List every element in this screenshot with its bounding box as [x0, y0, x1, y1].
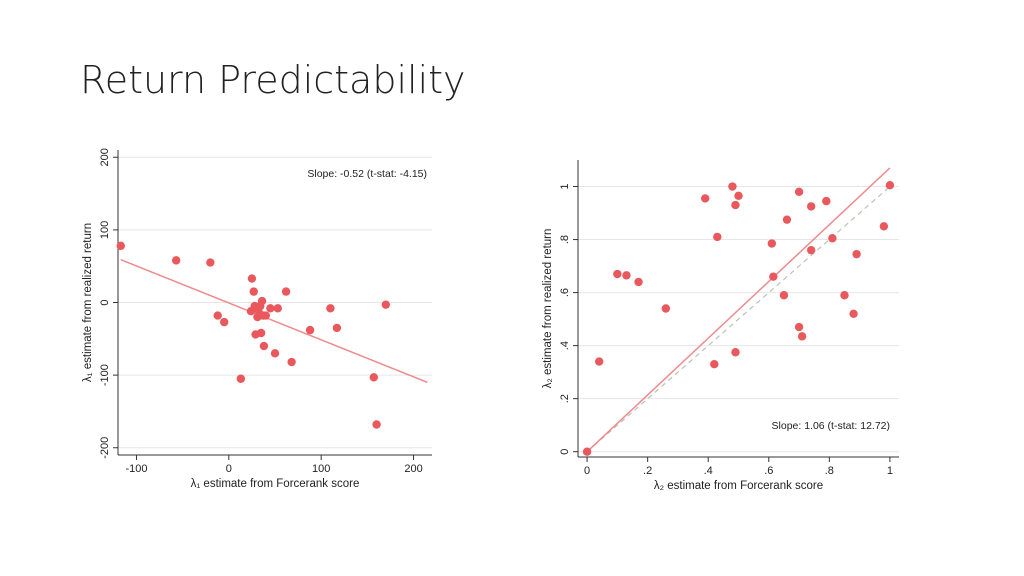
- chart2-x-tick-label-1: .2: [643, 465, 652, 477]
- chart1-data-point-19: [261, 311, 270, 320]
- chart1-y-tick-label-0: -200: [99, 437, 111, 459]
- chart2-data-point-5: [661, 304, 671, 313]
- chart1-data-point-8: [249, 287, 258, 296]
- chart2-data-point-21: [806, 245, 816, 255]
- chart2-x-tick-label-2: .4: [704, 465, 713, 477]
- chart1-data-point-7: [247, 274, 257, 283]
- chart1-data-point-21: [270, 349, 280, 358]
- chart2-y-tick-label-5: 1: [559, 183, 571, 189]
- chart2-data-point-23: [828, 234, 837, 243]
- chart1-data-point-22: [273, 304, 282, 313]
- chart1-y-tick-label-1: -100: [99, 364, 111, 386]
- chart2-annotation: Slope: 1.06 (t-stat: 12.72): [772, 420, 890, 432]
- chart2-data-point-9: [728, 182, 737, 191]
- chart2-data-point-14: [769, 272, 778, 281]
- chart2-data-point-28: [885, 180, 895, 190]
- chart2-data-point-4: [634, 277, 643, 287]
- chart2-data-point-8: [713, 232, 722, 242]
- chart2-data-point-18: [794, 322, 804, 332]
- chart2-data-point-0: [582, 447, 592, 456]
- chart2-data-point-20: [806, 202, 816, 211]
- chart2-data-point-26: [852, 249, 861, 259]
- chart1-data-point-27: [332, 323, 342, 333]
- chart1-data-point-4: [220, 317, 229, 327]
- slide-title: Return Predictability: [80, 58, 466, 102]
- chart2-x-tick-label-0: 0: [584, 465, 590, 477]
- chart1-x-tick-label-3: 200: [404, 463, 422, 475]
- chart2-x-tick-label-3: .6: [764, 465, 773, 477]
- chart1-data-point-30: [381, 300, 391, 309]
- chart1-data-point-0: [116, 241, 125, 251]
- chart2-data-point-11: [731, 348, 740, 357]
- chart2-data-point-19: [797, 332, 807, 341]
- chart2-data-point-27: [879, 222, 889, 231]
- chart1-fit-line: [120, 258, 428, 384]
- chart1-data-point-3: [213, 311, 222, 320]
- chart-svg-left: -100 0 100 200 -200 -100 0 100 200 λ₁ estimate fr…: [82, 148, 432, 490]
- chart2-y-tick-label-3: .6: [559, 288, 571, 297]
- chart1-x-tick-label-1: 0: [226, 463, 232, 475]
- chart2-x-tick-label-5: 1: [887, 465, 893, 477]
- chart2-y-tick-label-2: .4: [559, 341, 571, 350]
- chart1-data-point-15: [256, 328, 266, 338]
- chart1-data-point-1: [171, 256, 181, 265]
- chart1-data-point-24: [287, 357, 296, 367]
- chart1-x-tick-label-2: 100: [312, 463, 330, 475]
- chart2-y-tick-label-1: .2: [559, 394, 571, 403]
- chart2-data-point-24: [840, 291, 849, 300]
- chart1-x-tick-label-0: -100: [125, 463, 147, 475]
- scatter-chart-lambda1: -100 0 100 200 -200 -100 0 100 200 λ₁ estimate fr…: [72, 140, 442, 505]
- chart1-annotation: Slope: -0.52 (t-stat: -4.15): [307, 168, 427, 180]
- chart1-data-point-5: [236, 374, 246, 383]
- chart1-data-point-20: [266, 304, 275, 313]
- scatter-chart-lambda2: 0 .2 .4 .6 .8 1 0 .2 .4 .6 .8 1 λ₂ estimate from For…: [533, 150, 913, 515]
- chart1-data-point-29: [372, 420, 381, 429]
- chart1-data-point-2: [206, 258, 215, 267]
- chart2-data-point-6: [700, 194, 710, 203]
- chart2-data-point-3: [622, 271, 631, 280]
- chart1-data-point-23: [281, 287, 291, 296]
- chart2-x-axis-title: λ₂ estimate from Forcerank score: [654, 480, 823, 492]
- chart1-data-point-28: [369, 373, 379, 382]
- chart1-y-axis-title: λ₁ estimate from realized return: [82, 223, 94, 382]
- chart2-data-point-2: [613, 269, 622, 279]
- chart2-y-tick-label-4: .8: [559, 235, 571, 244]
- chart2-data-point-25: [849, 309, 858, 319]
- chart2-fit-line: [586, 167, 891, 453]
- chart2-data-point-7: [710, 359, 719, 369]
- chart2-diagonal-line: [586, 186, 891, 453]
- chart1-x-axis-title: λ₁ estimate from Forcerank score: [191, 478, 360, 490]
- chart1-y-tick-label-2: 0: [99, 299, 111, 305]
- chart1-data-point-18: [259, 341, 269, 351]
- chart2-data-point-17: [794, 187, 804, 197]
- chart2-data-point-1: [594, 357, 604, 366]
- chart1-y-tick-label-4: 200: [99, 148, 111, 166]
- chart2-data-point-22: [822, 196, 831, 206]
- chart2-data-point-13: [767, 239, 777, 248]
- chart2-data-point-15: [779, 291, 789, 300]
- chart1-data-point-26: [326, 304, 335, 313]
- chart2-data-point-16: [782, 215, 792, 224]
- chart1-data-point-25: [305, 325, 315, 335]
- chart2-data-point-10: [731, 200, 740, 210]
- chart2-y-tick-label-0: 0: [559, 449, 571, 455]
- chart-svg-right: 0 .2 .4 .6 .8 1 0 .2 .4 .6 .8 1 λ₂ estimate from For…: [542, 160, 899, 492]
- chart2-x-tick-label-4: .8: [825, 465, 834, 477]
- chart2-data-point-12: [734, 191, 743, 200]
- chart1-y-tick-label-3: 100: [99, 221, 111, 239]
- chart2-y-axis-title: λ₂ estimate from realized return: [542, 229, 554, 389]
- chart1-data-point-16: [257, 296, 267, 306]
